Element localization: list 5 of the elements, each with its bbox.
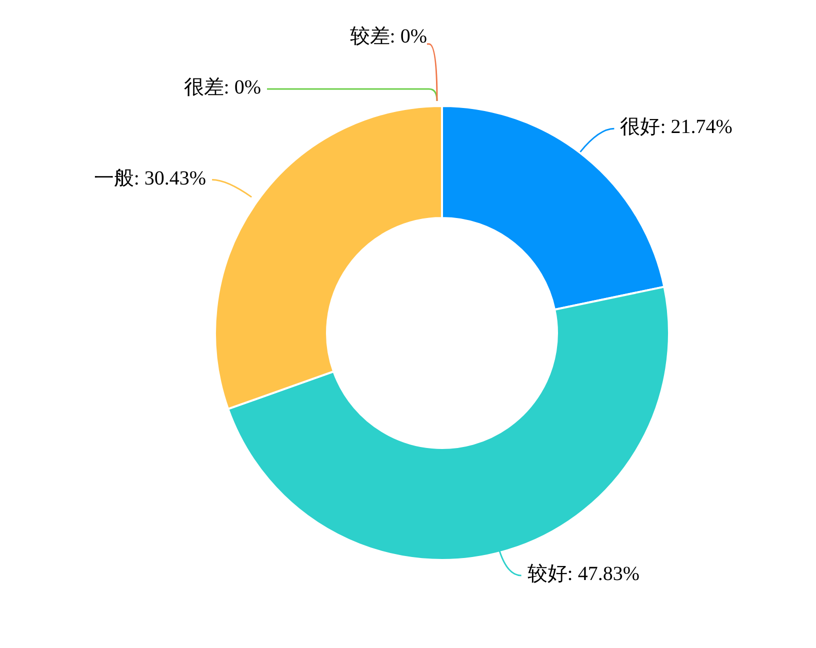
slice-label: 很好: 21.74% bbox=[620, 116, 732, 138]
slice-label: 一般: 30.43% bbox=[94, 167, 206, 190]
category-label: 较差: 0% bbox=[350, 26, 427, 48]
category-label: 很差: 0% bbox=[184, 76, 261, 99]
slice-label: 较好: 47.83% bbox=[527, 563, 640, 586]
